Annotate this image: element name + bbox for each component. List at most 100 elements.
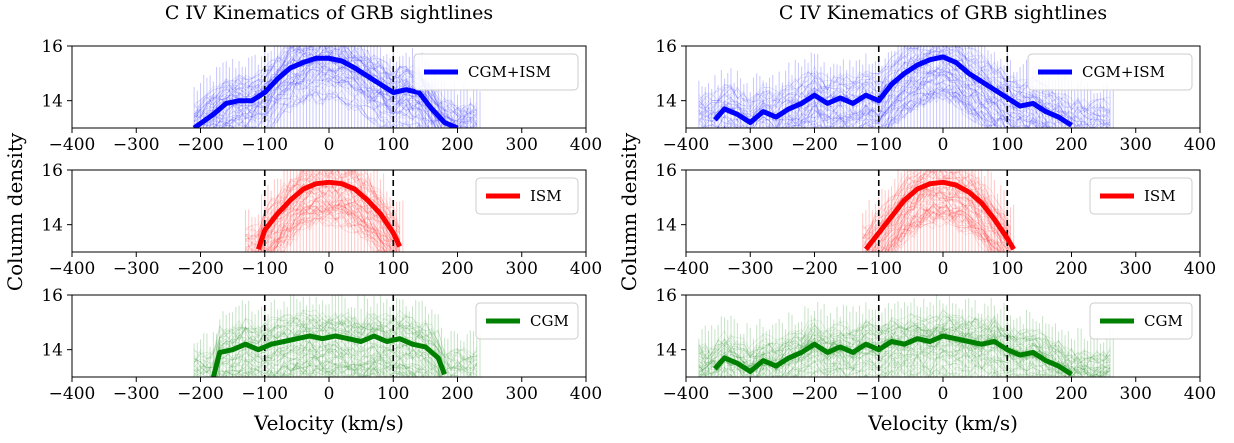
x-tick-label: −200 (791, 135, 838, 155)
sightline-realisation (217, 343, 441, 377)
sightline-realisation (215, 333, 473, 377)
sightline-realisation (884, 197, 1001, 252)
sightline-realisation (886, 209, 1001, 252)
sightline-realisation (885, 209, 995, 252)
sightline-realisation (245, 170, 401, 245)
sightline-realisation (811, 88, 996, 128)
sightline-realisation (270, 88, 413, 128)
sightline-realisation (264, 204, 386, 252)
sightline-realisation (269, 203, 386, 252)
x-tick-label: 100 (991, 259, 1023, 279)
sightline-realisation (266, 199, 388, 252)
sightline-realisation (268, 91, 421, 128)
sightline-realisation (798, 81, 1034, 128)
sightline-realisation (193, 322, 477, 373)
sightline-realisation (862, 170, 1011, 235)
sightline-realisation (800, 84, 1030, 128)
series-line-ism (255, 179, 402, 251)
sightline-realisation (262, 194, 390, 252)
sightline-realisation (267, 197, 396, 252)
sightline-realisation (698, 342, 1066, 377)
sightline-realisation (698, 46, 1111, 121)
sightline-realisation (193, 47, 478, 124)
sightline-realisation (895, 215, 995, 252)
sightline-realisation (218, 346, 439, 377)
legend-label: CGM (1144, 312, 1183, 330)
sightline-realisation (262, 188, 393, 252)
sightline-realisation (698, 329, 1111, 375)
x-tick-label: 400 (1184, 135, 1216, 155)
sightline-realisation (214, 62, 443, 128)
sightline-realisation (195, 46, 477, 128)
legend-box (1027, 53, 1193, 91)
sightline-realisation (272, 209, 384, 252)
panel-cgm: 14 16 −400 −300 −200 −100 0 100 200 300 400 CGM (41, 286, 602, 404)
sightline-realisation (299, 366, 403, 377)
sightline-realisation (791, 70, 1048, 128)
series-line-cgm-ism (192, 55, 459, 128)
sightline-realisation (698, 325, 1111, 374)
panel-ism: 14 16 −400 −300 −200 −100 0 100 200 300 400 ISM (41, 161, 602, 279)
x-tick-label: 300 (1120, 259, 1152, 279)
sightline-realisation (193, 46, 478, 126)
x-tick-label: 200 (1055, 259, 1087, 279)
sightline-realisation (888, 93, 1003, 128)
sightline-realisation (223, 355, 439, 377)
sightline-realisation (272, 206, 389, 252)
sightline-realisation (238, 367, 415, 377)
sightline-realisation (230, 361, 423, 377)
sightline-realisation (723, 347, 1051, 377)
sightline-realisation (880, 202, 1002, 252)
sightline-realisation (252, 184, 396, 252)
sightline-realisation (193, 321, 477, 374)
sightline-realisation (193, 46, 478, 122)
sightline-realisation (216, 348, 432, 377)
x-tick-label: 200 (1055, 135, 1087, 155)
sightline-realisation (215, 340, 459, 377)
x-tick-label: 300 (506, 259, 538, 279)
sightline-realisation (193, 308, 478, 363)
sightline-realisation (287, 366, 409, 377)
x-tick-label: 400 (570, 259, 602, 279)
sightline-realisation (194, 315, 478, 372)
sightline-realisation (273, 209, 388, 252)
sightline-realisation (698, 49, 1111, 125)
sightline-realisation (193, 309, 478, 364)
sightline-realisation (193, 47, 477, 128)
sightline-realisation (716, 342, 1057, 377)
sightline-realisation (193, 311, 478, 364)
sightline-realisation (723, 73, 1038, 128)
sightline-realisation (245, 174, 401, 252)
sightline-realisation (884, 204, 1000, 252)
sightline-realisation (792, 356, 1042, 377)
series-line-cgm (713, 333, 1073, 377)
sightline-realisation (217, 342, 441, 377)
x-tick-label: 0 (938, 259, 949, 279)
sightline-realisation (719, 346, 1060, 377)
sightline-realisation (245, 170, 400, 237)
sightline-realisation (891, 206, 992, 252)
sightline-realisation (260, 188, 398, 252)
sightline-realisation (262, 200, 391, 252)
sightline-realisation (215, 338, 443, 377)
x-tick-label: 300 (506, 384, 538, 404)
sightline-realisation (245, 185, 399, 252)
sightline-realisation (698, 46, 1111, 123)
x-axis-label: Velocity (km/s) (867, 411, 1018, 435)
sightline-realisation (200, 63, 442, 128)
sightline-realisation (245, 170, 401, 243)
sightline-realisation (262, 203, 392, 252)
x-tick-label: −400 (663, 259, 710, 279)
series-line-cgm-ism (713, 54, 1073, 128)
sightline-realisation (274, 213, 383, 252)
sightline-realisation (245, 170, 401, 242)
sightline-realisation (701, 54, 1111, 128)
x-tick-label: −300 (727, 135, 774, 155)
sightline-realisation (698, 46, 1111, 113)
sightline-realisation (227, 76, 429, 128)
sightline-realisation (702, 66, 1051, 128)
sightline-realisation (235, 360, 429, 377)
sightline-realisation (257, 89, 421, 128)
sightline-realisation (792, 356, 1039, 377)
panel-plot-area (192, 46, 481, 128)
